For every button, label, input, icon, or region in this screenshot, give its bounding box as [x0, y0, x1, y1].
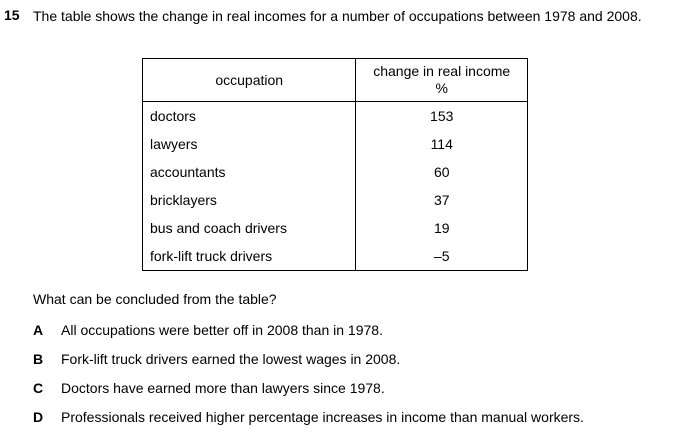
table-row: bus and coach drivers 19: [141, 214, 528, 242]
question-number: 15: [4, 7, 20, 23]
table-row: bricklayers 37: [141, 186, 528, 214]
change-cell: 153: [355, 101, 528, 130]
income-table: occupation change in real income % docto…: [141, 58, 528, 271]
option-letter: C: [33, 380, 44, 396]
header-change-unit: %: [435, 80, 448, 96]
option-letter: A: [33, 322, 44, 338]
option-text: Fork-lift truck drivers earned the lowes…: [61, 351, 401, 367]
change-cell: 60: [355, 158, 528, 186]
table-row: doctors 153: [141, 101, 528, 130]
occupation-cell: accountants: [141, 158, 357, 186]
option-text: All occupations were better off in 2008 …: [61, 322, 383, 338]
occupation-cell: fork-lift truck drivers: [141, 242, 357, 271]
option-letter: B: [33, 351, 44, 367]
header-occupation: occupation: [141, 58, 357, 102]
table-header-row: occupation change in real income %: [141, 58, 528, 102]
header-change: change in real income %: [355, 58, 528, 102]
occupation-cell: bricklayers: [141, 186, 357, 214]
table-row: fork-lift truck drivers –5: [141, 242, 528, 271]
option-letter: D: [33, 409, 44, 425]
occupation-cell: lawyers: [141, 130, 357, 158]
question-prompt: What can be concluded from the table?: [33, 291, 277, 307]
option-text: Doctors have earned more than lawyers si…: [61, 380, 385, 396]
question-stem: The table shows the change in real incom…: [33, 8, 642, 24]
header-change-label: change in real income: [373, 63, 511, 79]
change-cell: 114: [355, 130, 528, 158]
occupation-cell: bus and coach drivers: [141, 214, 357, 242]
change-cell: 19: [355, 214, 528, 242]
occupation-cell: doctors: [141, 101, 357, 130]
change-cell: –5: [355, 242, 528, 271]
change-cell: 37: [355, 186, 528, 214]
table-row: accountants 60: [141, 158, 528, 186]
table-row: lawyers 114: [141, 130, 528, 158]
option-text: Professionals received higher percentage…: [61, 409, 584, 425]
